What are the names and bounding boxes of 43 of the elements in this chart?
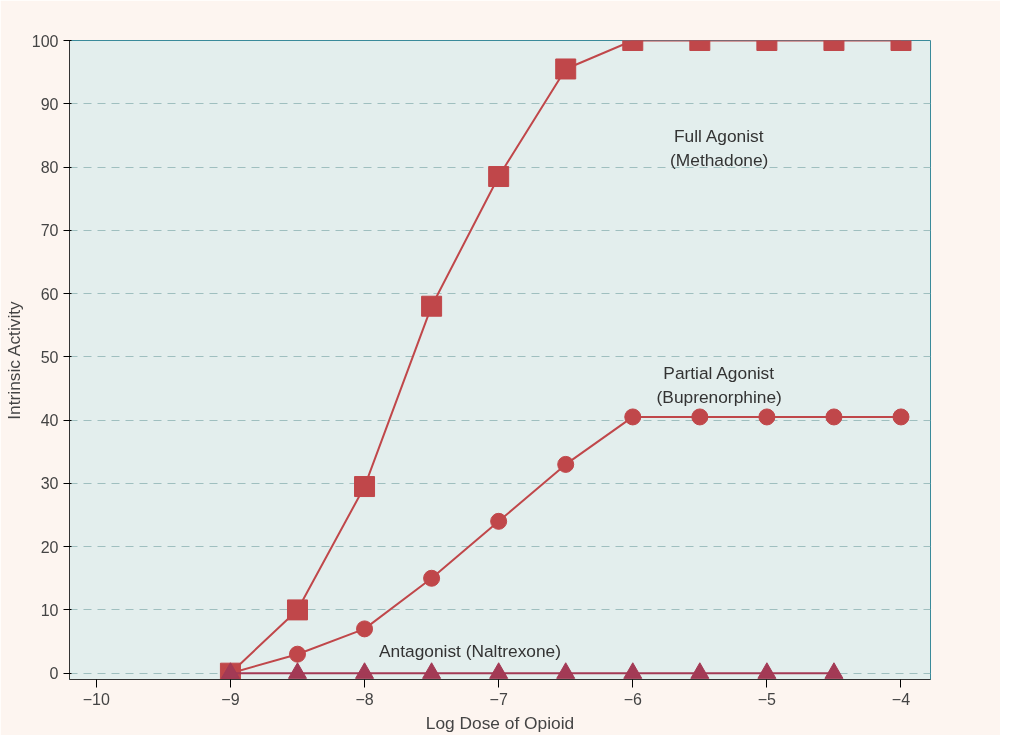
point	[490, 512, 508, 530]
point	[423, 569, 441, 587]
y-axis-title: Intrinsic Activity	[3, 300, 24, 420]
x-tick-label: −7	[489, 690, 508, 708]
y-tick-label: 40	[40, 412, 59, 430]
point	[422, 662, 442, 679]
point	[556, 662, 576, 679]
y-tick-label: 10	[40, 601, 59, 619]
annotation: Partial Agonist (Buprenorphine)	[656, 363, 782, 408]
point	[355, 662, 375, 679]
x-tick-label: −8	[355, 690, 374, 708]
annotation: Antagonist (Naltrexone)	[378, 640, 562, 661]
y-tick-label: 90	[40, 95, 59, 113]
y-tick-label: 70	[40, 222, 59, 240]
x-tick-label: −9	[221, 690, 240, 708]
y-tick-label: 0	[49, 665, 59, 683]
point	[354, 476, 376, 498]
point	[286, 599, 308, 621]
x-tick-label: −6	[623, 690, 642, 708]
x-tick-label: −4	[891, 690, 911, 708]
point	[825, 408, 843, 426]
point	[489, 662, 509, 679]
point	[691, 408, 709, 426]
point	[421, 295, 443, 317]
point	[557, 455, 575, 473]
point	[892, 408, 910, 426]
y-tick-label: 50	[40, 348, 59, 366]
y-tick-label: 100	[31, 32, 59, 50]
x-tick-label: −10	[82, 690, 110, 708]
x-tick-label: −5	[757, 690, 777, 708]
point	[624, 408, 642, 426]
y-tick-label: 30	[40, 475, 59, 493]
point	[824, 662, 844, 679]
y-tick-label: 20	[40, 538, 59, 556]
annotation: Full Agonist (Methadone)	[670, 126, 769, 171]
y-tick-label: 80	[40, 159, 59, 177]
x-axis-title: Log Dose of Opioid	[425, 712, 575, 733]
point	[758, 408, 776, 426]
point	[757, 662, 777, 679]
point	[623, 662, 643, 679]
point	[690, 662, 710, 679]
y-tick-label: 60	[40, 285, 59, 303]
point	[287, 662, 307, 679]
